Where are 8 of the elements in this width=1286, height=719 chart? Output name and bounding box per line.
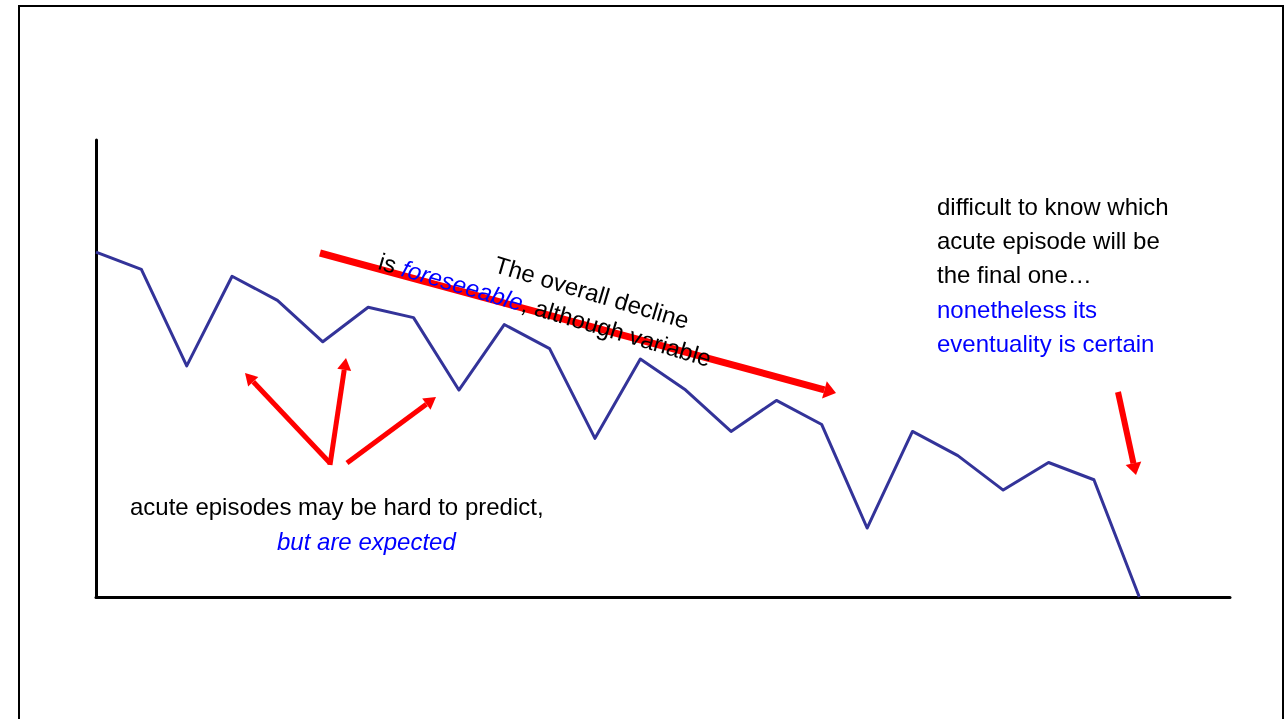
text: difficult to know which (937, 192, 1169, 222)
annotation: acute episode will be (937, 226, 1160, 256)
annotation: eventuality is certain (937, 329, 1155, 359)
annotation: nonetheless its (937, 295, 1098, 325)
annotation: but are expected (277, 527, 456, 557)
annotation: the final one… (937, 260, 1092, 290)
annotation: is (375, 247, 401, 281)
annotation: acute episodes may be hard to predict, (130, 492, 544, 522)
